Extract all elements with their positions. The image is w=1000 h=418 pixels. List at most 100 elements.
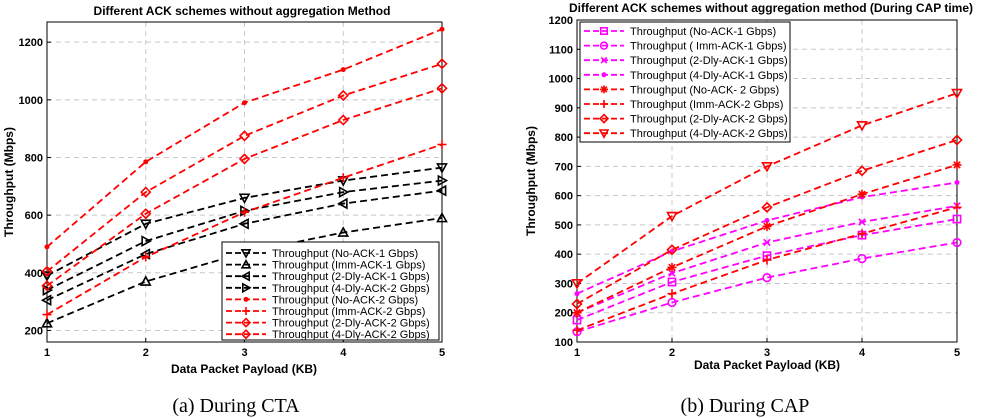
b-series-6-point-3 [856,165,868,177]
chart-a-title: Different ACK schemes without aggregatio… [94,4,391,18]
a-series-5-point-0 [42,310,52,320]
a-series-3-point-0 [42,284,54,296]
chart-b-legend-box [579,21,791,143]
chart-a-series [40,26,449,328]
a-x-tick-label-2: 3 [241,347,247,359]
chart-a-caption: (a) During CTA [172,395,300,417]
a-legend-marker-2 [240,270,250,282]
b-legend-marker-5 [600,100,608,108]
b-legend-label-6: Throughput (2-Dly-ACK-2 Gbps) [630,114,788,126]
b-series-2-point-1 [668,269,676,277]
a-series-7 [41,58,448,278]
a-legend-item-2: Throughput (2-Dly-ACK-1 Gbps) [226,270,430,283]
b-series-4 [572,160,962,318]
b-series-1-point-1 [667,297,677,308]
a-legend-marker-6 [240,317,252,328]
b-series-6 [571,134,963,310]
b-series-7-point-1 [666,211,678,223]
b-legend-label-5: Throughput (Imm-ACK-2 Gbps) [630,99,783,111]
chart-a-y-ticks: 200 400 600 800 1000 1200 [19,37,51,337]
b-series-5-point-3 [857,229,867,239]
b-y-tick-label-6: 700 [555,161,573,173]
a-series-6-point-3 [337,114,349,126]
a-legend-label-6: Throughput (2-Dly-ACK-2 Gbps) [272,318,430,330]
b-y-tick-label-7: 800 [555,132,573,144]
b-legend-marker-2 [600,56,608,64]
b-series-5-point-0 [572,325,582,335]
a-x-tick-label-3: 4 [340,347,347,359]
a-series-6-line [46,87,443,287]
b-series-6-line [576,139,958,305]
b-x-tick-label-2: 3 [764,347,770,359]
b-series-6-point-1 [666,244,678,256]
a-series-2-line [46,189,443,302]
a-series-4 [44,26,445,250]
a-series-6-point-1 [140,208,152,220]
b-legend-marker-0 [599,26,608,35]
chart-a-x-label: Data Packet Payload (KB) [171,362,317,376]
b-series-5-point-2 [762,255,772,265]
a-legend-marker-5 [242,307,250,315]
a-legend-item-1: Throughput (Imm-ACK-1 Gbps) [226,258,425,272]
a-x-tick-label-0: 1 [44,347,50,359]
b-x-tick-label-0: 1 [574,347,580,359]
b-legend-marker-6 [598,113,610,124]
b-series-5 [572,202,962,335]
b-series-1-point-2 [762,272,772,283]
b-series-5-point-1 [667,289,677,299]
a-series-2-point-4 [435,184,447,197]
b-series-7 [571,88,963,290]
b-legend-label-7: Throughput (4-Dly-ACK-2 Gbps) [630,128,788,140]
b-y-tick-label-10: 1100 [549,44,573,56]
chart-b-x-label: Data Packet Payload (KB) [694,358,840,372]
a-series-5-point-2 [240,207,249,217]
b-legend-item-0: Throughput (No-ACK-1 Gbps) [584,26,776,38]
b-series-6-point-4 [951,134,963,146]
chart-b-x-ticks: 1 2 3 4 5 [574,338,960,359]
b-legend-marker-4 [600,85,608,94]
a-series-5-point-3 [338,173,348,183]
b-y-tick-label-9: 1000 [549,74,573,86]
a-series-0-point-1 [139,219,152,230]
a-legend-marker-0 [240,249,252,259]
b-series-2-point-2 [763,238,771,247]
b-legend-label-3: Throughput (4-Dly-ACK-1 Gbps) [630,70,788,82]
a-series-6 [41,82,448,292]
b-legend-item-6: Throughput (2-Dly-ACK-2 Gbps) [584,113,788,126]
b-series-7-line [576,92,958,285]
a-y-tick-label-0: 200 [25,325,43,337]
chart-a-legend: Throughput (No-ACK-1 Gbps)Throughput (Im… [221,241,440,341]
a-series-3-point-4 [437,174,449,187]
b-series-3-point-4 [954,179,960,185]
a-y-tick-label-4: 1000 [19,95,43,107]
a-x-tick-label-4: 5 [439,347,445,359]
a-legend-item-0: Throughput (No-ACK-1 Gbps) [226,248,418,260]
a-series-2-point-3 [337,197,348,210]
chart-b-legend: Throughput (No-ACK-1 Gbps) Throughput ( I… [579,21,791,143]
b-series-4-point-3 [857,189,867,199]
b-x-tick-label-1: 2 [669,347,675,359]
b-y-tick-label-8: 900 [555,103,573,115]
b-series-4-line [576,164,958,314]
b-y-tick-label-4: 500 [555,220,573,232]
a-series-5-point-1 [141,252,151,262]
a-series-3-point-3 [338,186,350,198]
a-series-1-point-3 [337,226,350,237]
a-series-0-point-4 [436,163,448,174]
b-legend-label-4: Throughput (No-ACK- 2 Gbps) [630,84,779,96]
b-series-4-point-4 [952,160,962,170]
a-series-4-point-4 [439,26,445,32]
b-series-7-point-3 [856,120,868,132]
a-legend-item-5: Throughput (Imm-ACK-2 Gbps) [226,306,425,318]
b-legend-item-2: Throughput (2-Dly-ACK-1 Gbps) [584,55,788,67]
chart-a-grid [47,22,442,342]
a-series-0-line [46,166,443,277]
b-legend-item-4: Throughput (No-ACK- 2 Gbps) [584,84,779,96]
a-series-2-point-2 [238,217,249,230]
a-series-2-point-0 [40,294,52,307]
b-series-4-point-0 [572,308,582,318]
chart-b-caption: (b) During CAP [681,395,810,417]
a-y-tick-label-1: 400 [25,268,43,280]
a-legend-label-4: Throughput (No-ACK-2 Gbps) [272,294,418,306]
